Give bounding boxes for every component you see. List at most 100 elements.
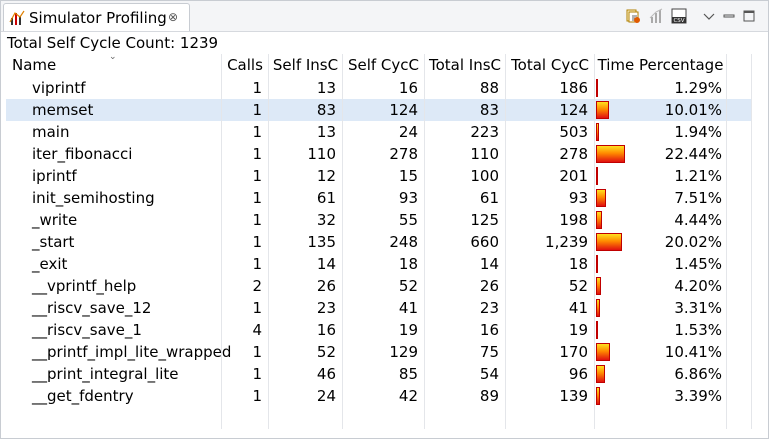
time-percentage-bar: [596, 101, 609, 119]
filler-cell: [727, 209, 752, 231]
sort-indicator-icon: ⌄: [109, 52, 117, 62]
view-menu-icon[interactable]: [701, 8, 717, 24]
column-header-self-cycc[interactable]: Self CycC: [343, 54, 425, 77]
total-insc-value: 26: [425, 275, 506, 297]
total-cycc-value: 278: [506, 143, 595, 165]
total-cycc-value: 124: [506, 99, 595, 121]
export-csv-icon[interactable]: CSV: [671, 8, 687, 24]
time-percentage-bar: [596, 211, 602, 229]
time-percentage-value: 4.20%: [674, 277, 722, 295]
time-percentage-bar: [596, 233, 622, 251]
function-name: __printf_impl_lite_wrapped: [6, 341, 231, 363]
self-insc-value: 52: [269, 341, 343, 363]
total-insc-value: 88: [425, 77, 506, 99]
time-percentage-value: 1.53%: [674, 321, 722, 339]
time-percentage-value: 7.51%: [674, 189, 722, 207]
table-row[interactable]: __printf_impl_lite_wrapped 1 52 129 75 170 10.…: [6, 341, 752, 363]
maximize-icon[interactable]: [741, 8, 757, 24]
bar-chart-icon: [9, 10, 25, 25]
empty-cell: [727, 407, 752, 429]
time-percentage-bar: [596, 79, 598, 97]
total-cycc-value: 139: [506, 385, 595, 407]
calls-value: 1: [222, 187, 269, 209]
self-insc-value: 32: [269, 209, 343, 231]
total-insc-value: 61: [425, 187, 506, 209]
total-insc-value: 223: [425, 121, 506, 143]
total-insc-value: 110: [425, 143, 506, 165]
table-row[interactable]: viprintf 1 13 16 88 186 1.29%: [6, 77, 752, 99]
function-name: viprintf: [6, 77, 222, 99]
time-percentage-cell: 4.20%: [595, 275, 727, 297]
bars-icon[interactable]: [649, 8, 665, 24]
column-header-total-insc[interactable]: Total InsC: [425, 54, 506, 77]
table-row[interactable]: __riscv_save_1 4 16 19 16 19 1.53%: [6, 319, 752, 341]
table-row[interactable]: __riscv_save_12 1 23 41 23 41 3.31%: [6, 297, 752, 319]
total-insc-value: 83: [425, 99, 506, 121]
function-name: __get_fdentry: [6, 385, 222, 407]
filler-cell: [727, 363, 752, 385]
table-row[interactable]: iter_fibonacci 1 110 278 110 278 22.44%: [6, 143, 752, 165]
filler-cell: [727, 341, 752, 363]
self-insc-value: 110: [269, 143, 343, 165]
function-name: main: [6, 121, 222, 143]
time-percentage-bar: [596, 277, 601, 295]
time-percentage-value: 10.41%: [664, 343, 722, 361]
filler-cell: [727, 99, 752, 121]
self-insc-value: 135: [269, 231, 343, 253]
table-row[interactable]: __print_integral_lite 1 46 85 54 96 6.86%: [6, 363, 752, 385]
close-icon[interactable]: ⊗: [168, 10, 179, 24]
self-insc-value: 13: [269, 121, 343, 143]
table-row[interactable]: iprintf 1 12 15 100 201 1.21%: [6, 165, 752, 187]
self-cycc-value: 278: [343, 143, 425, 165]
time-percentage-bar: [596, 189, 606, 207]
table-row[interactable]: _exit 1 14 18 14 18 1.45%: [6, 253, 752, 275]
total-cycc-value: 52: [506, 275, 595, 297]
time-percentage-bar: [596, 321, 598, 339]
column-header-self-insc[interactable]: Self InsC: [269, 54, 343, 77]
total-cycc-value: 503: [506, 121, 595, 143]
self-cycc-value: 248: [343, 231, 425, 253]
table-row[interactable]: main 1 13 24 223 503 1.94%: [6, 121, 752, 143]
self-insc-value: 14: [269, 253, 343, 275]
table-row[interactable]: _write 1 32 55 125 198 4.44%: [6, 209, 752, 231]
time-percentage-cell: 10.01%: [595, 99, 727, 121]
svg-text:CSV: CSV: [673, 18, 684, 24]
total-insc-value: 54: [425, 363, 506, 385]
column-header-time-percentage[interactable]: Time Percentage: [595, 54, 727, 77]
calls-value: 2: [222, 275, 269, 297]
total-insc-value: 16: [425, 319, 506, 341]
function-name: _exit: [6, 253, 222, 275]
calls-value: 1: [222, 143, 269, 165]
column-header-total-cycc[interactable]: Total CycC: [506, 54, 595, 77]
table-row[interactable]: __vprintf_help 2 26 52 26 52 4.20%: [6, 275, 752, 297]
total-cycc-value: 170: [506, 341, 595, 363]
empty-cell: [506, 407, 595, 429]
calls-value: 1: [222, 121, 269, 143]
minimize-icon[interactable]: [721, 8, 737, 24]
column-header-name[interactable]: Name: [6, 54, 222, 77]
column-header-calls[interactable]: Calls: [222, 54, 269, 77]
total-cycc-value: 93: [506, 187, 595, 209]
view-tab-bar: Simulator Profiling ⊗ CSV: [1, 1, 768, 32]
total-insc-value: 660: [425, 231, 506, 253]
empty-cell: [595, 407, 727, 429]
self-cycc-value: 41: [343, 297, 425, 319]
tab-simulator-profiling[interactable]: Simulator Profiling ⊗: [3, 3, 190, 31]
table-row[interactable]: _start 1 135 248 660 1,239 20.02%: [6, 231, 752, 253]
filler-cell: [727, 319, 752, 341]
table-row[interactable]: memset 1 83 124 83 124 10.01%: [6, 99, 752, 121]
table-row[interactable]: init_semihosting 1 61 93 61 93 7.51%: [6, 187, 752, 209]
self-cycc-value: 85: [343, 363, 425, 385]
filler-cell: [727, 297, 752, 319]
self-insc-value: 23: [269, 297, 343, 319]
tab-title: Simulator Profiling: [29, 9, 167, 27]
calls-value: 1: [222, 209, 269, 231]
calls-value: 1: [222, 165, 269, 187]
self-insc-value: 16: [269, 319, 343, 341]
time-percentage-value: 1.29%: [674, 79, 722, 97]
refresh-stack-icon[interactable]: [625, 8, 641, 24]
total-insc-value: 23: [425, 297, 506, 319]
function-name: iprintf: [6, 165, 222, 187]
table-row[interactable]: __get_fdentry 1 24 42 89 139 3.39%: [6, 385, 752, 407]
